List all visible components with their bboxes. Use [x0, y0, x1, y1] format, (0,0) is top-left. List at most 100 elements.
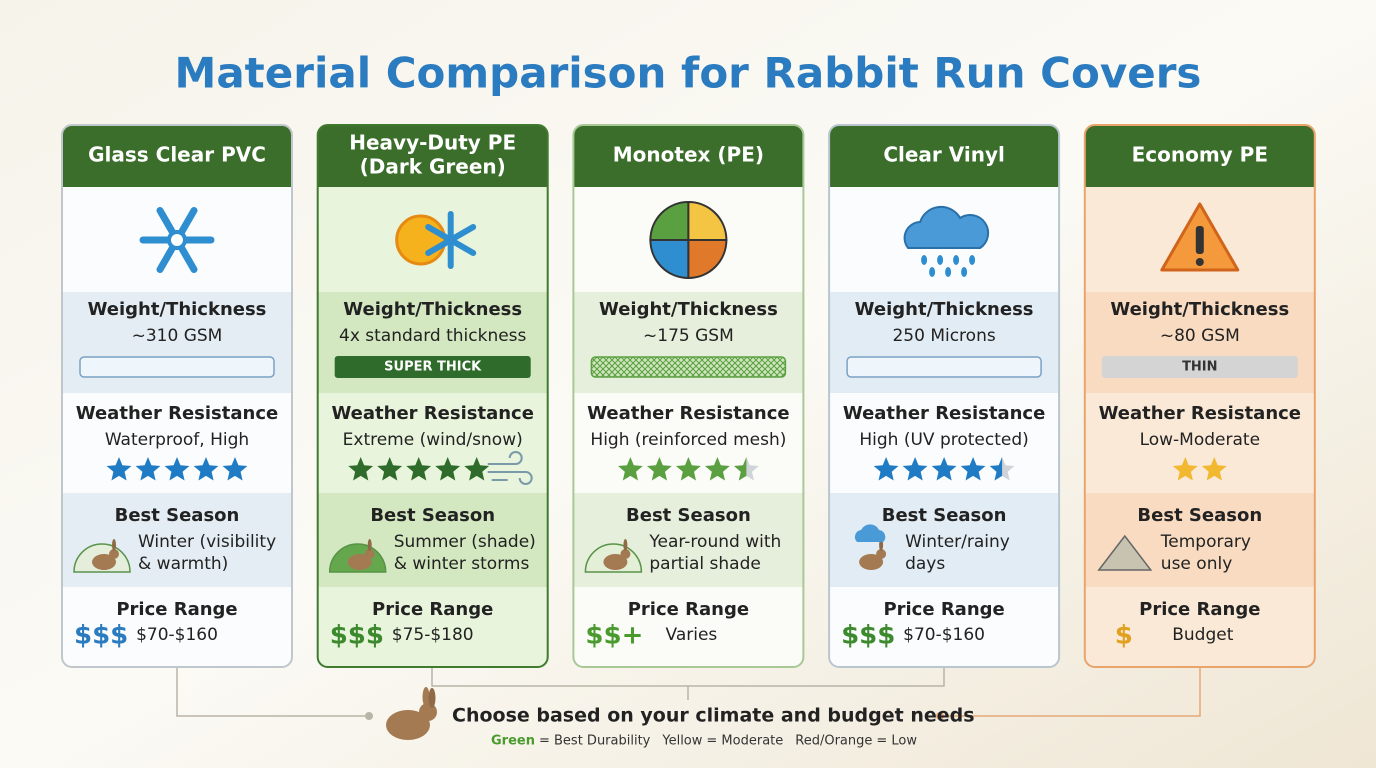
icon-part — [921, 255, 928, 265]
rating-star — [348, 457, 374, 481]
weight-value: ~80 GSM — [1160, 326, 1240, 346]
icon-part — [649, 200, 690, 241]
thickness-badge — [334, 356, 531, 378]
weather-value: Low-Moderate — [1140, 430, 1260, 450]
row-label: Weather Resistance — [843, 403, 1045, 424]
season-value: Temporary — [1160, 532, 1251, 552]
rating-star — [106, 457, 132, 481]
rating-star — [222, 457, 248, 481]
row-label: Weight/Thickness — [599, 299, 778, 320]
rating-star — [193, 457, 219, 481]
rating-star — [377, 457, 403, 481]
header-bg — [829, 125, 1060, 187]
price-value: $75-$180 — [392, 625, 474, 645]
season-icon — [328, 539, 387, 573]
legend-key: Yellow — [661, 734, 702, 749]
weight-value: 250 Microns — [892, 326, 995, 346]
rating-star — [406, 457, 432, 481]
season-icon — [854, 524, 887, 570]
card-border — [316, 124, 549, 668]
card-title: Clear Vinyl — [883, 143, 1005, 167]
season-value: & warmth) — [138, 554, 228, 574]
price-icon: $ — [1115, 621, 1133, 651]
row-label: Price Range — [372, 599, 493, 620]
row-label: Weight/Thickness — [88, 299, 267, 320]
row-label: Weather Resistance — [587, 403, 789, 424]
card-title: (Dark Green) — [360, 155, 506, 179]
rating-star — [647, 457, 672, 481]
header-bg — [62, 125, 292, 187]
season-icon — [584, 539, 643, 573]
legend-text: = Best Durability — [539, 734, 651, 749]
icon-part — [447, 224, 477, 243]
material-icon — [1160, 202, 1240, 272]
price-value: $70-$160 — [136, 625, 218, 645]
thickness-bar — [79, 356, 275, 378]
price-value: Budget — [1172, 625, 1233, 645]
price-icon: $$$ — [841, 621, 895, 651]
rating-star — [873, 457, 899, 481]
rating-star — [960, 457, 986, 481]
icon-part — [876, 549, 887, 559]
season-value: & winter storms — [394, 554, 530, 574]
row-label: Price Range — [116, 599, 237, 620]
icon-part — [687, 239, 728, 280]
icon-part — [603, 554, 628, 570]
icon-part — [395, 214, 447, 266]
price-icon: $$$ — [330, 621, 384, 651]
weather-value: Extreme (wind/snow) — [343, 430, 523, 450]
season-value: Winter/rainy — [905, 532, 1010, 552]
card: Heavy-Duty PE(Dark Green) Weight/Thicknes… — [316, 124, 549, 668]
card-border — [1083, 124, 1316, 668]
row-label: Weight/Thickness — [343, 299, 522, 320]
legend-text: = Moderate — [706, 734, 783, 749]
material-icon — [649, 200, 728, 280]
icon-part — [425, 224, 454, 243]
rating-star — [618, 457, 643, 481]
weather-value: High (reinforced mesh) — [590, 430, 786, 450]
connector-orange — [940, 667, 1201, 717]
icon-part — [167, 230, 187, 250]
weight-value: ~175 GSM — [643, 326, 734, 346]
price-icon: $$$ — [74, 621, 128, 651]
row-label: Weather Resistance — [331, 403, 533, 424]
icon-part — [112, 539, 116, 551]
icon-part — [92, 554, 116, 570]
card-title: Glass Clear PVC — [88, 143, 266, 167]
header-bg — [1084, 125, 1315, 187]
season-value: Winter (visibility — [138, 532, 276, 552]
weight-value: 4x standard thickness — [339, 326, 527, 346]
rating-star — [1201, 457, 1227, 481]
header-bg — [317, 125, 548, 187]
icon-part — [364, 549, 375, 559]
material-icon — [903, 205, 990, 277]
thickness-bar — [846, 356, 1042, 378]
legend-key: Green — [491, 734, 535, 749]
icon-part — [109, 549, 119, 559]
icon-part — [1097, 534, 1153, 571]
row-label: Weather Resistance — [1099, 403, 1301, 424]
icon-part — [854, 524, 886, 542]
icon-part — [447, 237, 477, 256]
season-value: use only — [1161, 554, 1232, 574]
card: Economy PE Weight/Thickness ~80 GSM THIN Wea… — [1083, 124, 1316, 668]
season-value: Summer (shade) — [394, 532, 536, 552]
icon-part — [620, 549, 631, 559]
card-body — [62, 125, 292, 667]
row-label: Weight/Thickness — [855, 299, 1034, 320]
rating-star — [464, 457, 490, 481]
icon-part — [903, 205, 990, 249]
rating-star — [164, 457, 190, 481]
price-icon: $$+ — [585, 621, 643, 651]
card: Clear Vinyl Weight/Thickness 250 Microns We… — [828, 124, 1061, 668]
rating-star — [435, 457, 461, 481]
card-border — [61, 124, 293, 668]
icon-part — [623, 539, 628, 551]
connector-dot — [936, 712, 944, 720]
row-label: Weight/Thickness — [1110, 299, 1289, 320]
row-label: Price Range — [883, 599, 1004, 620]
wind-icon — [487, 451, 533, 485]
row-label: Best Season — [370, 505, 495, 526]
